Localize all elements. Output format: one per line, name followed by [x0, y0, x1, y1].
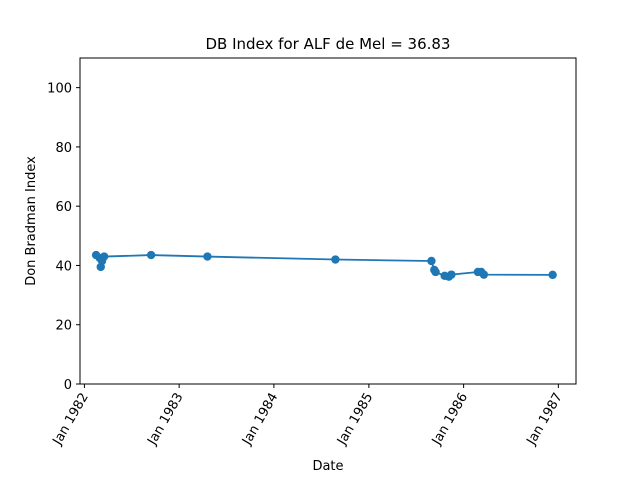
y-tick-label: 60 — [55, 200, 72, 215]
plot-frame — [79, 57, 577, 385]
data-point — [203, 252, 212, 261]
data-point — [479, 270, 489, 279]
data-point — [447, 270, 456, 279]
data-point — [146, 250, 156, 260]
data-point — [431, 267, 440, 277]
y-tick-label: 0 — [64, 378, 72, 393]
y-tick-label: 80 — [55, 141, 72, 156]
y-axis: 0 20 40 60 80 100 — [47, 82, 80, 393]
y-tick-label: 20 — [55, 319, 72, 334]
data-point — [99, 252, 109, 261]
data-point — [548, 270, 557, 280]
data-point — [427, 256, 436, 266]
x-axis-label: Date — [312, 459, 343, 474]
data-point — [331, 255, 340, 264]
y-tick-label: 40 — [55, 259, 72, 274]
chart-title: DB Index for ALF de Mel = 36.83 — [206, 35, 451, 53]
y-axis-label: Don Bradman Index — [24, 156, 39, 286]
y-tick-label: 100 — [47, 82, 72, 97]
plot-area — [91, 250, 557, 281]
